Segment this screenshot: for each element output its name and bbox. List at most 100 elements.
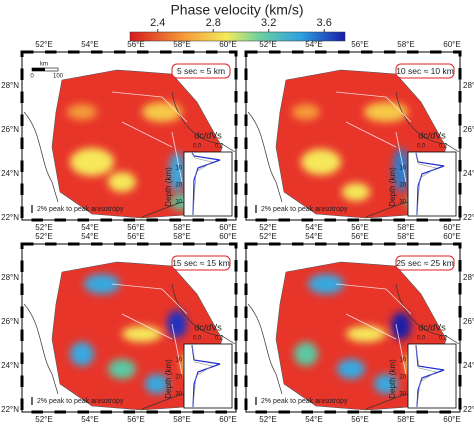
lat-label: 24°N — [1, 169, 19, 178]
lon-label: 60°E — [443, 232, 460, 241]
inset-y-label: 10 — [399, 358, 406, 364]
velocity-anomaly — [67, 104, 97, 120]
lon-label: 58°E — [173, 40, 190, 49]
velocity-anomaly — [142, 102, 182, 122]
lat-label: 22°N — [1, 405, 19, 414]
lon-label: 56°E — [351, 223, 368, 232]
lat-label: 22°N — [463, 405, 474, 414]
panel-label-box — [171, 255, 231, 271]
fault-lines — [335, 91, 412, 183]
inset-y-title: Depth (km) — [388, 167, 397, 207]
panel-label: 25 sec ≈ 25 km — [396, 258, 454, 268]
velocity-anomaly — [301, 149, 341, 175]
lon-label: 58°E — [397, 415, 414, 424]
inset-x-label: 0.0 — [417, 144, 426, 150]
lon-label: 54°E — [305, 40, 322, 49]
lon-label: 58°E — [397, 232, 414, 241]
velocity-anomaly — [145, 374, 169, 394]
map-panel: 15 sec ≈ 15 km 52°E 52°E 54°E 54°E 56°E 56°E 58… — [1, 232, 238, 424]
lon-label: 52°E — [35, 223, 52, 232]
lon-label: 60°E — [219, 223, 236, 232]
lon-label: 54°E — [305, 232, 322, 241]
colorbar-tick-label: 2.4 — [150, 17, 165, 29]
velocity-anomaly — [167, 310, 187, 338]
lon-label: 52°E — [259, 223, 276, 232]
map-panel: 25 sec ≈ 25 km 52°E 52°E 54°E 54°E 56°E 56°E 58… — [244, 232, 474, 424]
inset-y-title: Depth (km) — [164, 167, 173, 207]
fault-lines — [335, 283, 412, 375]
lon-label: 54°E — [81, 223, 98, 232]
lon-label: 54°E — [81, 232, 98, 241]
inset-y-label: 20 — [175, 183, 182, 189]
velocity-anomaly — [391, 312, 411, 340]
inset-box — [183, 151, 233, 217]
velocity-anomaly — [292, 104, 320, 120]
lat-label: 28°N — [463, 81, 474, 90]
colorbar — [129, 31, 346, 42]
velocity-anomaly — [308, 274, 344, 294]
map-panel: 10 sec ≈ 10 km 52°E 52°E 54°E 54°E 56°E 56°E 58… — [244, 40, 474, 232]
inset-box — [407, 343, 457, 409]
lat-label: 26°N — [1, 125, 19, 134]
velocity-anomaly — [108, 359, 136, 379]
inset-box — [183, 343, 233, 409]
inset-y-label: 20 — [175, 375, 182, 381]
lon-label: 60°E — [443, 223, 460, 232]
velocity-anomaly — [374, 374, 398, 394]
scale-label: 0 — [30, 74, 34, 80]
inset-box — [407, 151, 457, 217]
fault-lines — [111, 283, 188, 375]
velocity-anomaly — [122, 326, 162, 342]
panel-label-box — [395, 63, 455, 79]
inset-x-label: 0.2 — [439, 336, 448, 342]
lon-label: 58°E — [173, 232, 190, 241]
velocity-anomaly — [346, 326, 386, 342]
sensitivity-curve-ref — [191, 344, 213, 408]
panel-label: 15 sec ≈ 15 km — [172, 258, 230, 268]
lon-label: 56°E — [127, 40, 144, 49]
lon-label: 52°E — [35, 232, 52, 241]
map-frame — [20, 50, 238, 222]
lon-label: 56°E — [351, 415, 368, 424]
inset-x-label: 0.0 — [417, 336, 426, 342]
lon-label: 52°E — [35, 415, 52, 424]
lon-label: 56°E — [127, 232, 144, 241]
inset-title: dc/dVs — [194, 322, 222, 332]
lon-label: 56°E — [127, 415, 144, 424]
scale-unit: km — [40, 62, 48, 68]
lon-label: 56°E — [351, 40, 368, 49]
fault-lines — [111, 91, 188, 183]
lat-label: 26°N — [463, 317, 474, 326]
velocity-anomaly — [108, 172, 136, 192]
lon-label: 58°E — [173, 223, 190, 232]
inset-x-label: 0.2 — [215, 336, 224, 342]
inset-y-label: 30 — [399, 392, 406, 398]
legend-note: 2% peak to peak anisotropy — [37, 398, 124, 405]
lon-label: 60°E — [443, 40, 460, 49]
lon-label: 54°E — [81, 40, 98, 49]
sensitivity-curve-ref — [415, 152, 437, 216]
lon-label: 60°E — [219, 232, 236, 241]
inset-y-label: 20 — [399, 375, 406, 381]
legend-note: 2% peak to peak anisotropy — [261, 206, 348, 213]
inset-title: dc/dVs — [194, 130, 222, 140]
colorbar-tick-label: 3.6 — [317, 17, 332, 29]
velocity-anomaly — [84, 274, 120, 294]
inset-x-label: 0.2 — [439, 144, 448, 150]
velocity-anomaly — [342, 183, 370, 201]
inset-y-label: 20 — [399, 183, 406, 189]
lon-label: 52°E — [259, 415, 276, 424]
velocity-anomalies — [292, 102, 426, 210]
panel-label-box — [171, 63, 231, 79]
lat-label: 24°N — [463, 361, 474, 370]
sensitivity-curve-ref — [415, 344, 437, 408]
inset-y-title: Depth (km) — [388, 359, 397, 399]
lon-label: 54°E — [305, 415, 322, 424]
colorbar-tick-label: 3.2 — [261, 17, 276, 29]
lon-label: 52°E — [259, 40, 276, 49]
lon-label: 52°E — [35, 40, 52, 49]
panel-label: 10 sec ≈ 10 km — [396, 66, 454, 76]
scale-label: 100 — [53, 74, 64, 80]
panel-label: 5 sec ≈ 5 km — [177, 66, 225, 76]
lon-label: 58°E — [173, 415, 190, 424]
